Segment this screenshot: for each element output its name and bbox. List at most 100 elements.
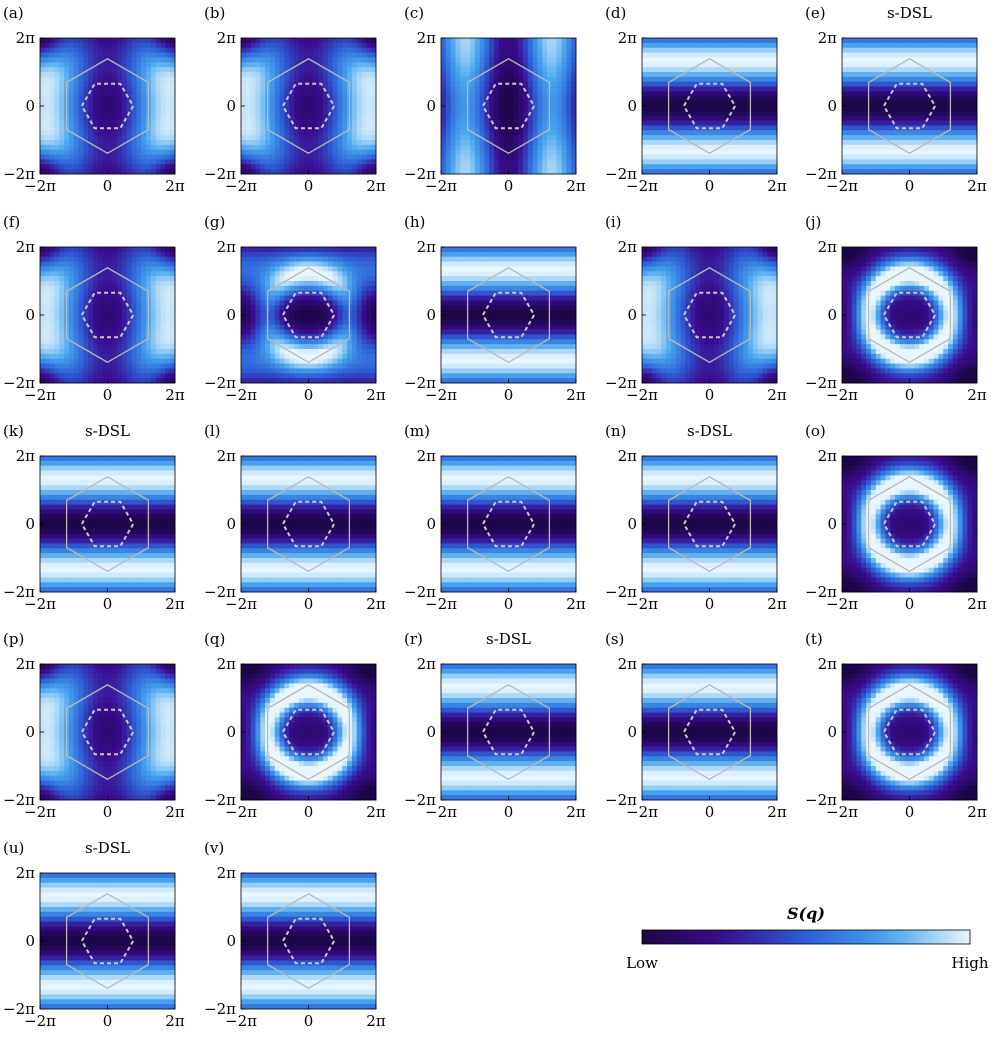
heatmap-cell — [670, 81, 677, 87]
heatmap-cell — [566, 91, 572, 97]
heatmap-cell — [165, 319, 171, 326]
heatmap-cell — [547, 149, 553, 155]
heatmap-cell — [709, 106, 715, 112]
heatmap-cell — [59, 154, 65, 160]
heatmap-cell — [670, 106, 677, 112]
heatmap-cell — [160, 42, 166, 49]
heatmap-cell — [126, 159, 133, 165]
heatmap-cell — [772, 110, 778, 117]
heatmap-cell — [284, 159, 290, 165]
heatmap-cell — [685, 106, 691, 112]
heatmap-cell — [757, 62, 763, 68]
heatmap-cell — [914, 57, 920, 63]
heatmap-cell — [274, 154, 280, 160]
heatmap-cell — [327, 125, 334, 131]
heatmap-cell — [294, 251, 300, 258]
heatmap-cell — [342, 144, 348, 151]
heatmap-cell — [351, 271, 358, 277]
heatmap-cell — [107, 329, 113, 335]
heatmap-cell — [313, 154, 319, 160]
heatmap-cell — [733, 159, 739, 165]
heatmap-cell — [342, 125, 348, 131]
heatmap-cell — [571, 42, 577, 49]
heatmap-cell — [78, 247, 84, 253]
heatmap-cell — [890, 42, 896, 49]
heatmap-cell — [298, 72, 305, 78]
heatmap-cell — [289, 62, 295, 68]
heatmap-cell — [856, 169, 862, 175]
heatmap-cell — [851, 72, 857, 78]
heatmap-cell — [117, 125, 123, 131]
heatmap-cell — [938, 91, 944, 97]
heatmap-cell — [967, 106, 973, 112]
heatmap-cell — [899, 154, 906, 160]
heatmap-cell — [772, 106, 778, 112]
heatmap-cell — [656, 144, 662, 151]
heatmap-cell — [498, 47, 505, 53]
heatmap-cell — [54, 52, 60, 58]
heatmap-cell — [126, 106, 133, 112]
heatmap-cell — [49, 144, 55, 151]
heatmap-cell — [332, 57, 338, 63]
heatmap-cell — [59, 164, 65, 170]
heatmap-cell — [450, 149, 456, 155]
heatmap-cell — [366, 57, 372, 63]
heatmap-cell — [733, 106, 739, 112]
heatmap-cell — [284, 62, 290, 68]
heatmap-cell — [450, 86, 456, 92]
heatmap-cell — [121, 154, 128, 160]
heatmap-cell — [141, 149, 147, 155]
heatmap-cell — [160, 57, 166, 63]
heatmap-cell — [93, 285, 99, 292]
heatmap-cell — [73, 115, 79, 121]
heatmap-cell — [294, 140, 300, 146]
heatmap-cell — [680, 81, 686, 87]
heatmap-cell — [738, 135, 744, 141]
heatmap-cell — [856, 91, 862, 97]
heatmap-cell — [842, 125, 848, 131]
heatmap-cell — [88, 300, 94, 306]
heatmap-cell — [44, 378, 51, 384]
heatmap-cell — [489, 57, 495, 63]
heatmap-cell — [102, 324, 108, 330]
heatmap-cell — [952, 115, 959, 121]
heatmap-cell — [279, 169, 285, 175]
heatmap-cell — [150, 368, 157, 374]
heatmap-cell — [371, 261, 377, 267]
heatmap-cell — [289, 52, 295, 58]
heatmap-cell — [308, 120, 314, 126]
heatmap-cell — [150, 305, 157, 311]
heatmap-cell — [723, 159, 730, 165]
heatmap-cell — [332, 159, 338, 165]
heatmap-cell — [347, 164, 353, 170]
heatmap-cell — [675, 72, 681, 78]
heatmap-cell — [556, 62, 562, 68]
heatmap-cell — [933, 106, 939, 112]
heatmap-cell — [279, 106, 285, 112]
heatmap-cell — [513, 110, 519, 117]
heatmap-cell — [728, 164, 735, 170]
heatmap-cell — [322, 135, 329, 141]
heatmap-cell — [695, 154, 701, 160]
heatmap-cell — [170, 290, 176, 296]
heatmap-cell — [875, 57, 881, 63]
heatmap-cell — [772, 57, 778, 63]
heatmap-cell — [313, 57, 319, 63]
heatmap-cell — [909, 115, 915, 121]
heatmap-cell — [313, 52, 319, 58]
heatmap-cell — [97, 149, 104, 155]
heatmap-cell — [508, 76, 514, 83]
heatmap-cell — [851, 91, 857, 97]
heatmap-cell — [943, 115, 949, 121]
heatmap-cell — [723, 67, 730, 73]
heatmap-cell — [126, 125, 133, 131]
heatmap-cell — [64, 159, 70, 165]
heatmap-cell — [294, 57, 300, 63]
heatmap-cell — [265, 247, 271, 253]
heatmap-cell — [666, 149, 672, 155]
heatmap-cell — [146, 373, 152, 379]
heatmap-cell — [972, 115, 978, 121]
heatmap-cell — [150, 266, 157, 272]
heatmap-cell — [670, 120, 677, 126]
heatmap-cell — [93, 72, 99, 78]
